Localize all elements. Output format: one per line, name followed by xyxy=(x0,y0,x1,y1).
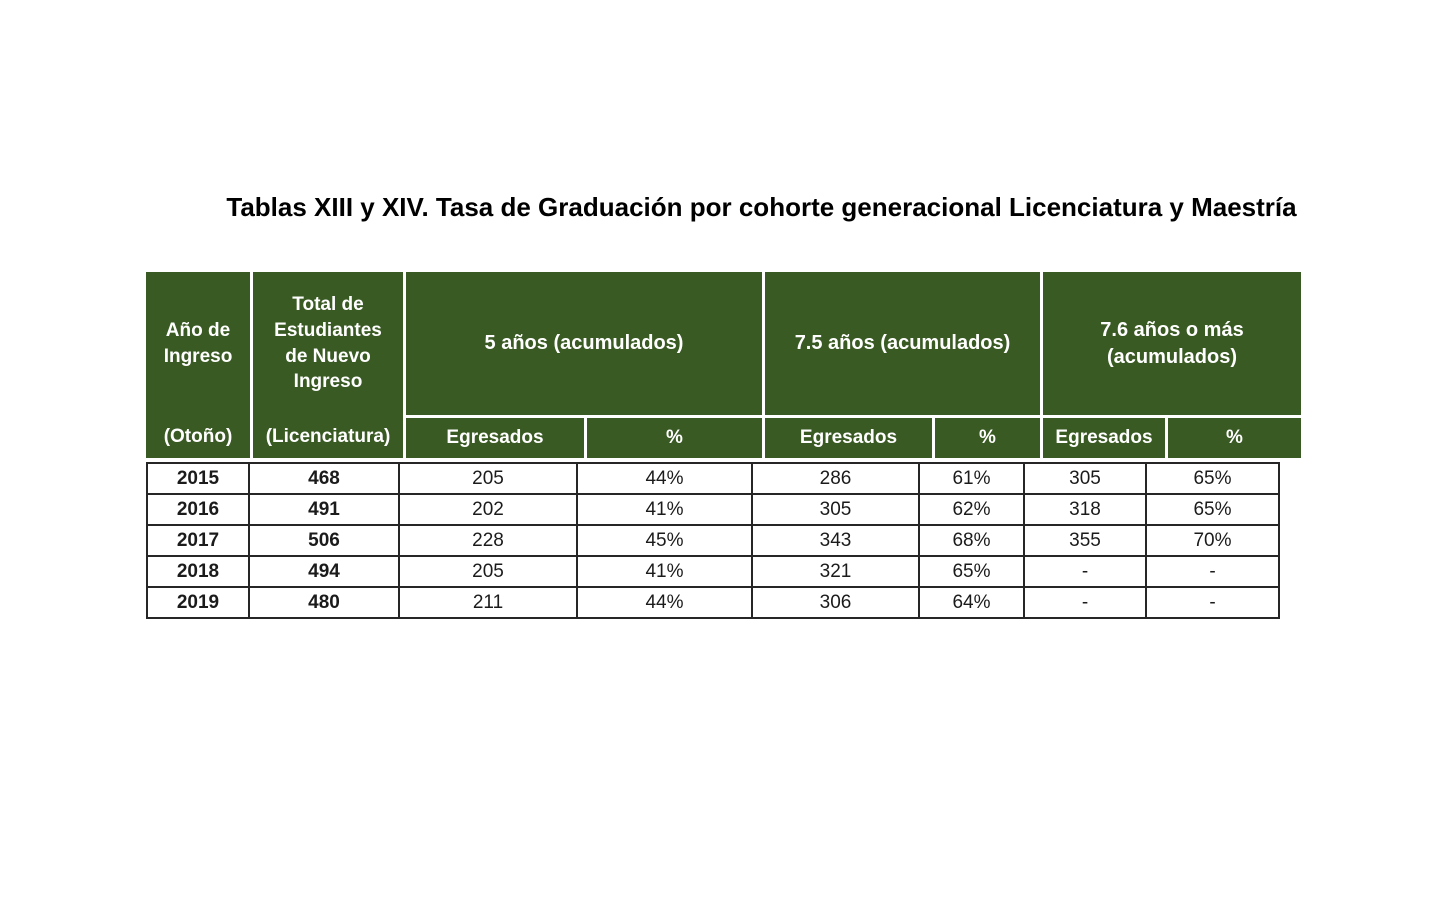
table-cell: 494 xyxy=(250,557,400,588)
header-group-7-5-years: 7.5 años (acumulados) xyxy=(765,272,1040,415)
table-cell: 41% xyxy=(578,495,753,526)
table-cell: 468 xyxy=(250,464,400,495)
header-total-sublabel: (Licenciatura) xyxy=(265,425,391,447)
table-cell: 205 xyxy=(400,464,578,495)
table-header: Año de Ingreso (Otoño) Total de Estudian… xyxy=(146,272,1301,458)
table-cell: 305 xyxy=(753,495,920,526)
table-cell: 321 xyxy=(753,557,920,588)
table-cell: 305 xyxy=(1025,464,1147,495)
table-cell: 2018 xyxy=(148,557,250,588)
table-cell: - xyxy=(1025,588,1147,617)
header-total-cell: Total de Estudiantes de Nuevo Ingreso (L… xyxy=(253,272,403,458)
graduation-table: Año de Ingreso (Otoño) Total de Estudian… xyxy=(146,272,1301,619)
table-cell: 2017 xyxy=(148,526,250,557)
table-cell: 68% xyxy=(920,526,1025,557)
table-cell: 2015 xyxy=(148,464,250,495)
table-cell: 306 xyxy=(753,588,920,617)
table-cell: 70% xyxy=(1147,526,1278,557)
table-cell: 64% xyxy=(920,588,1025,617)
subheader-egresados-5: Egresados xyxy=(406,418,584,458)
table-cell: 480 xyxy=(250,588,400,617)
table-cell: 286 xyxy=(753,464,920,495)
table-cell: 65% xyxy=(920,557,1025,588)
header-group-5-years: 5 años (acumulados) xyxy=(406,272,762,415)
table-cell: 355 xyxy=(1025,526,1147,557)
subheader-pct-5: % xyxy=(587,418,762,458)
page-title: Tablas XIII y XIV. Tasa de Graduación po… xyxy=(226,192,1297,222)
subheader-egresados-7-5: Egresados xyxy=(765,418,932,458)
table-cell: 202 xyxy=(400,495,578,526)
table-cell: 61% xyxy=(920,464,1025,495)
table-cell: 506 xyxy=(250,526,400,557)
table-cell: 41% xyxy=(578,557,753,588)
table-cell: 2019 xyxy=(148,588,250,617)
header-group-7-6-years: 7.6 años o más (acumulados) xyxy=(1043,272,1301,415)
header-total-label: Total de Estudiantes de Nuevo Ingreso xyxy=(274,294,382,393)
table-cell: - xyxy=(1147,557,1278,588)
header-year-label: Año de Ingreso xyxy=(163,319,233,367)
table-cell: 45% xyxy=(578,526,753,557)
table-cell: 211 xyxy=(400,588,578,617)
table-cell: 318 xyxy=(1025,495,1147,526)
header-year-sublabel: (Otoño) xyxy=(163,425,233,447)
header-year-cell: Año de Ingreso (Otoño) xyxy=(146,272,250,458)
table-cell: 44% xyxy=(578,464,753,495)
table-cell: 205 xyxy=(400,557,578,588)
table-cell: 65% xyxy=(1147,495,1278,526)
table-cell: - xyxy=(1025,557,1147,588)
subheader-pct-7-5: % xyxy=(935,418,1040,458)
table-cell: 65% xyxy=(1147,464,1278,495)
table-cell: 62% xyxy=(920,495,1025,526)
table-cell: 343 xyxy=(753,526,920,557)
table-cell: 491 xyxy=(250,495,400,526)
table-body: 2015 468 205 44% 286 61% 305 65% 2016 49… xyxy=(146,462,1280,619)
table-cell: 44% xyxy=(578,588,753,617)
table-cell: - xyxy=(1147,588,1278,617)
table-cell: 228 xyxy=(400,526,578,557)
table-cell: 2016 xyxy=(148,495,250,526)
subheader-pct-7-6: % xyxy=(1168,418,1301,458)
subheader-egresados-7-6: Egresados xyxy=(1043,418,1165,458)
